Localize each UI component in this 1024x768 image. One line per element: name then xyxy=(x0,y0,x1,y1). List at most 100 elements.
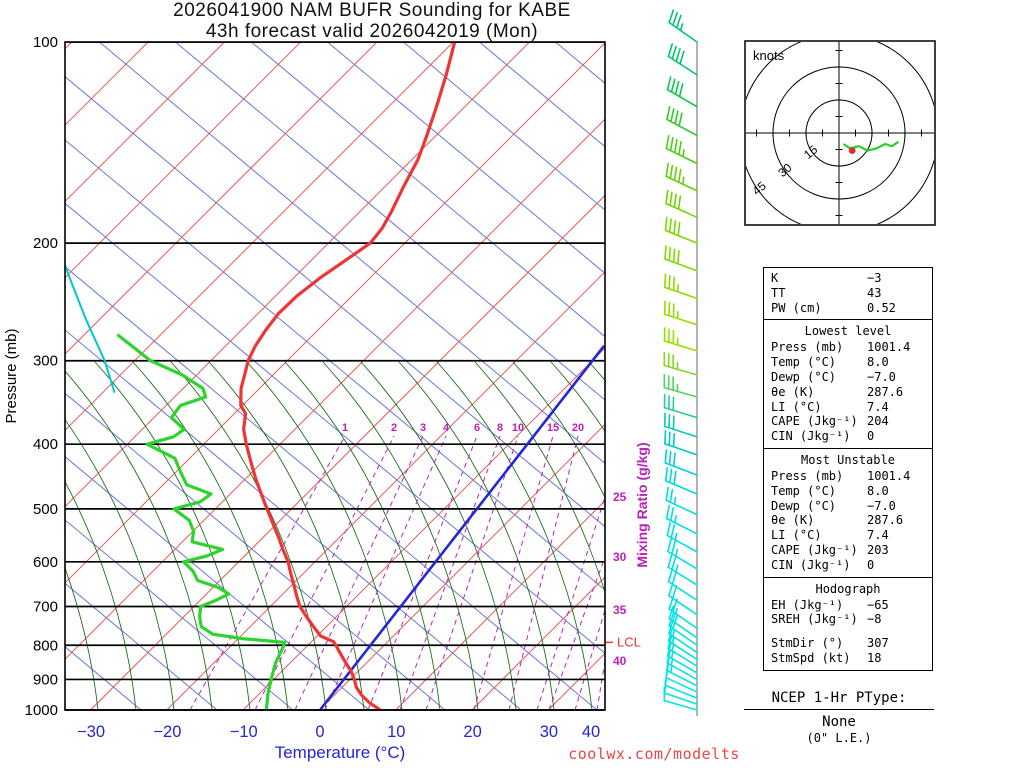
wind-barb-full xyxy=(665,162,670,178)
wind-barb-half xyxy=(674,532,678,541)
wind-barb-staff xyxy=(665,499,698,516)
stats-row-value: −7.0 xyxy=(867,498,896,513)
temperature-curve xyxy=(239,42,457,711)
wind-barb-staff xyxy=(665,517,698,535)
mixing-ratio-line xyxy=(536,496,605,711)
wind-barb-full xyxy=(670,524,675,539)
wind-barb-full xyxy=(665,134,670,150)
wind-barb-full xyxy=(677,250,680,265)
mixing-ratio-tick-label: 3 xyxy=(420,422,426,434)
stats-section: K −3 TT 43 PW (cm) 0.52 xyxy=(764,268,932,319)
wind-barb-staff xyxy=(668,608,698,630)
stats-row-label: LI (°C) xyxy=(771,528,822,543)
wind-barb-full xyxy=(672,276,676,292)
mixing-ratio-axis-label: Mixing Ratio (g/kg) xyxy=(634,442,650,567)
hodograph-ring xyxy=(805,99,873,167)
stats-row: CAPE (Jkg⁻¹) 203 xyxy=(771,543,932,558)
stats-row-value: −65 xyxy=(867,597,889,612)
wind-barb-full xyxy=(677,195,682,210)
temperature-tick-label: −30 xyxy=(77,723,105,741)
wind-barb-full xyxy=(665,189,669,205)
wind-barb-full xyxy=(671,556,677,571)
mixing-ratio-line xyxy=(508,435,579,711)
stats-section: Most Unstable Press (mb) 1001.4 Temp (°C) 8.… xyxy=(764,447,932,577)
wind-barb-full xyxy=(674,80,680,96)
stats-row: PW (cm) 0.52 xyxy=(771,301,932,316)
moist-adiabat-curve xyxy=(65,481,137,711)
temperature-tick-label: 10 xyxy=(387,723,405,741)
wind-barb-half xyxy=(674,515,677,524)
stats-row-label: K xyxy=(771,271,779,285)
wind-barb-full xyxy=(669,136,674,152)
stats-row-value: −7.0 xyxy=(867,369,896,384)
wind-barb-staff xyxy=(665,202,698,219)
wind-barb-full xyxy=(672,248,676,264)
dry-adiabat-line xyxy=(479,42,605,148)
wind-barb-staff xyxy=(667,55,698,76)
stats-row-label: Dewp (°C) xyxy=(771,498,837,513)
wind-barb-full xyxy=(678,141,682,156)
stats-row-label: Temp (°C) xyxy=(771,483,837,498)
wind-barb xyxy=(664,467,698,495)
wind-barb-staff xyxy=(665,669,698,687)
chart-title: 2026041900 NAM BUFR Sounding for KABE xyxy=(173,0,571,21)
dewpoint-curve xyxy=(116,333,287,711)
moist-adiabat-curve xyxy=(208,361,365,711)
stats-row-label: StmSpd (kt) xyxy=(771,650,851,665)
wind-barb-full xyxy=(674,110,679,125)
stats-row: LI (°C) 7.4 xyxy=(771,528,932,543)
dry-adiabat-line xyxy=(65,329,522,711)
wind-barb-full xyxy=(667,553,673,568)
wind-barb-staff xyxy=(664,692,698,705)
dry-adiabat-line xyxy=(175,42,605,401)
stats-row: θe (K) 287.6 xyxy=(771,385,932,400)
dry-adiabat-line xyxy=(65,582,218,711)
pressure-tick-label: 600 xyxy=(33,554,58,571)
wind-barb-full xyxy=(668,450,672,466)
isotherm-line xyxy=(242,347,605,711)
storm-motion-dot xyxy=(848,147,856,154)
mixing-ratio-line xyxy=(254,435,395,711)
wind-barb-full xyxy=(673,220,677,235)
stats-row: K −3 xyxy=(771,271,932,286)
wind-barb xyxy=(666,522,698,553)
wind-barb-full xyxy=(668,246,672,262)
isotherm-line xyxy=(395,499,605,711)
wind-barb-staff xyxy=(663,340,698,352)
wind-barb xyxy=(663,686,698,711)
moist-adiabat-curve xyxy=(436,361,593,711)
wind-barb-staff xyxy=(665,175,698,192)
wind-barb-half xyxy=(671,636,676,645)
wind-barb-half xyxy=(679,23,684,32)
stats-row-value: 287.6 xyxy=(867,384,904,399)
stats-row: Temp (°C) 8.0 xyxy=(771,355,932,370)
mixing-ratio-line xyxy=(473,435,554,711)
wind-barb xyxy=(665,504,698,535)
stats-row: LI (°C) 7.4 xyxy=(771,400,932,415)
wind-barb-full xyxy=(668,612,675,627)
wind-barb-staff xyxy=(664,442,698,456)
moist-adiabat-curve xyxy=(170,361,327,711)
mixing-ratio-tick-label: 8 xyxy=(497,422,503,434)
stats-row: CAPE (Jkg⁻¹) 204 xyxy=(771,414,932,429)
stats-section: Hodograph EH (Jkg⁻¹) −65 SREH (Jkg⁻¹) −8 StmD… xyxy=(764,576,932,670)
wind-barb-half xyxy=(682,149,685,158)
wind-barb xyxy=(668,9,698,43)
mixing-ratio-tick-label: 1 xyxy=(342,422,348,434)
stats-row: Press (mb) 1001.4 xyxy=(771,469,932,484)
moist-adiabat-curve xyxy=(246,361,403,711)
stats-row-value: −8 xyxy=(867,612,882,627)
wind-barb xyxy=(665,189,698,219)
stats-row-label: Press (mb) xyxy=(771,468,844,483)
stats-row-value: 287.6 xyxy=(867,513,904,528)
moist-adiabat-curve xyxy=(741,362,744,710)
mixing-ratio-tick-label: 6 xyxy=(474,422,480,434)
temperature-tick-label: 40 xyxy=(582,723,600,741)
wind-barb-full xyxy=(665,504,670,520)
stats-row-label: StmDir (°) xyxy=(771,636,844,651)
wind-barb-full xyxy=(668,431,671,447)
stats-row: Temp (°C) 8.0 xyxy=(771,484,932,499)
isotherm-line xyxy=(65,118,605,660)
stats-row-label: θe (K) xyxy=(771,384,815,399)
